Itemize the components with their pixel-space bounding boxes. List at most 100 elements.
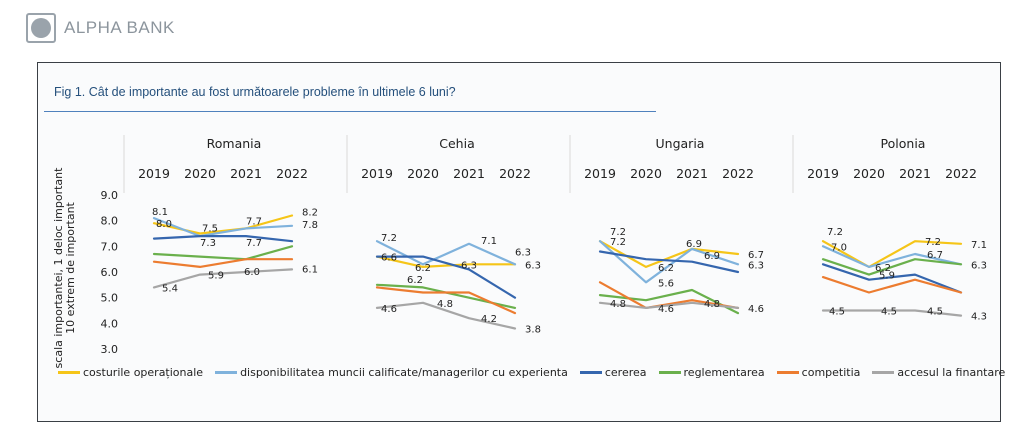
legend-swatch xyxy=(658,370,681,374)
data-label: 8.0 xyxy=(156,219,172,230)
legend-item: disponibilitatea muncii calificate/manag… xyxy=(215,366,568,379)
series-line xyxy=(598,288,740,315)
data-label: 6.6 xyxy=(381,253,397,264)
y-tick-label: 9.0 xyxy=(101,189,119,202)
year-label: 2022 xyxy=(722,166,754,181)
legend-swatch xyxy=(872,370,895,374)
data-label: 8.2 xyxy=(302,208,318,219)
year-label: 2019 xyxy=(138,166,170,181)
year-label: 2022 xyxy=(499,166,531,181)
data-label: 4.5 xyxy=(829,307,845,318)
panel-title: Polonia xyxy=(881,136,926,151)
data-label: 7.5 xyxy=(202,224,218,235)
year-label: 2020 xyxy=(853,166,885,181)
data-label: 7.2 xyxy=(827,227,843,238)
data-label: 6.3 xyxy=(525,260,541,271)
y-tick-label: 7.0 xyxy=(101,240,119,253)
year-label: 2021 xyxy=(453,166,485,181)
year-label: 2022 xyxy=(945,166,977,181)
data-label: 4.6 xyxy=(748,304,764,315)
data-label: 7.7 xyxy=(246,216,262,227)
y-tick-label: 4.0 xyxy=(101,317,119,330)
data-label: 4.8 xyxy=(704,299,720,310)
data-label: 5.9 xyxy=(208,271,224,282)
data-label: 7.7 xyxy=(246,238,262,249)
year-label: 2021 xyxy=(676,166,708,181)
series-line xyxy=(375,255,517,268)
legend-item: cererea xyxy=(579,365,647,379)
year-label: 2021 xyxy=(230,166,262,181)
legend-label: accesul la finantare xyxy=(897,365,1006,379)
legend-label: costurile operaționale xyxy=(83,365,204,379)
data-label: 7.2 xyxy=(610,237,626,248)
y-tick-label: 6.0 xyxy=(101,266,119,279)
legend-label: disponibilitatea muncii calificate/manag… xyxy=(240,365,568,379)
series-line xyxy=(598,240,740,268)
series-line xyxy=(821,240,963,268)
data-label: 6.2 xyxy=(415,263,431,274)
panel-title: Romania xyxy=(207,136,262,151)
data-label: 7.1 xyxy=(971,240,987,251)
chart-legend: costurile operaționale disponibilitatea m… xyxy=(58,363,1005,381)
series-line xyxy=(152,217,294,238)
legend-swatch xyxy=(215,370,238,374)
legend-swatch xyxy=(776,370,799,374)
data-label: 4.8 xyxy=(437,299,453,310)
legend-item: accesul la finantare xyxy=(872,366,1005,379)
series-line xyxy=(598,301,740,309)
data-label: 4.6 xyxy=(658,304,674,315)
legend-swatch xyxy=(58,370,80,374)
year-label: 2019 xyxy=(807,166,839,181)
data-label: 6.3 xyxy=(748,260,764,271)
data-label: 7.1 xyxy=(481,236,497,247)
legend-label: competitia xyxy=(801,365,861,379)
data-label: 3.8 xyxy=(525,324,541,335)
series-line xyxy=(152,214,294,235)
year-label: 2022 xyxy=(276,166,308,181)
data-label: 7.8 xyxy=(302,220,318,231)
data-label: 4.5 xyxy=(927,307,943,318)
y-axis-title-line: 10 extrem de important xyxy=(64,201,77,333)
series-line xyxy=(152,245,294,261)
year-label: 2019 xyxy=(361,166,393,181)
data-label: 6.0 xyxy=(244,267,260,278)
data-label: 6.1 xyxy=(302,264,318,275)
series-line xyxy=(598,281,740,309)
series-line xyxy=(821,276,963,294)
data-label: 6.2 xyxy=(875,263,891,274)
data-label: 6.2 xyxy=(658,263,674,274)
series-line xyxy=(375,301,517,330)
data-label: 7.2 xyxy=(925,237,941,248)
series-line xyxy=(598,250,740,274)
year-label: 2020 xyxy=(184,166,216,181)
y-axis-title-line: scala importantei, 1 deloc important xyxy=(52,167,65,369)
data-label: 6.3 xyxy=(461,260,477,271)
figure-title: Fig 1. Cât de importante au fost următoa… xyxy=(54,85,456,99)
series-line xyxy=(375,240,517,266)
panel-title: Ungaria xyxy=(656,136,705,151)
data-label: 4.2 xyxy=(481,314,497,325)
legend-label: reglementarea xyxy=(683,365,765,379)
data-label: 4.8 xyxy=(610,299,626,310)
line-chart: scala importantei, 1 deloc important 10 e… xyxy=(52,135,987,369)
data-label: 7.2 xyxy=(610,227,626,238)
series-line xyxy=(152,268,294,289)
year-label: 2020 xyxy=(630,166,662,181)
figure-panel: Fig 1. Cât de importante au fost următoa… xyxy=(37,62,1005,422)
data-label: 8.1 xyxy=(152,207,168,218)
alpha-bank-logo-icon xyxy=(26,13,56,43)
series-line xyxy=(375,286,517,315)
brand: ALPHA BANK xyxy=(26,12,175,44)
year-label: 2019 xyxy=(584,166,616,181)
data-label: 6.3 xyxy=(515,247,531,258)
year-label: 2021 xyxy=(899,166,931,181)
data-label: 6.2 xyxy=(407,275,423,286)
series-line xyxy=(821,263,963,294)
data-label: 7.2 xyxy=(381,233,397,244)
series-line xyxy=(152,258,294,268)
legend-swatch xyxy=(579,370,602,374)
brand-name: ALPHA BANK xyxy=(64,18,175,37)
series-line xyxy=(152,235,294,243)
data-label: 7.0 xyxy=(831,242,847,253)
legend-label: cererea xyxy=(604,365,647,379)
